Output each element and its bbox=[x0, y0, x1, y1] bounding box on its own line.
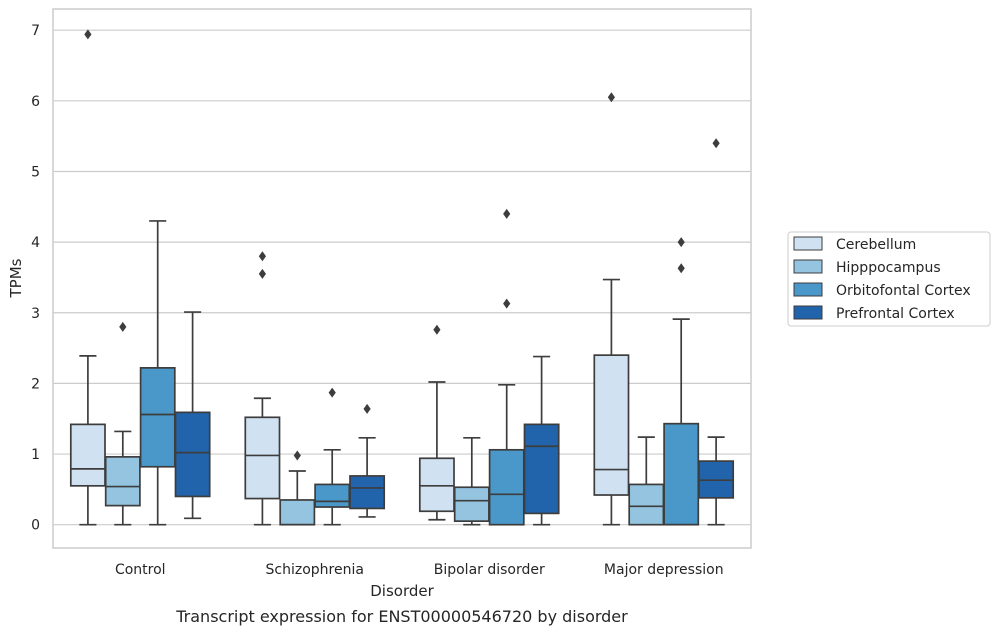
box-group bbox=[698, 138, 735, 526]
outlier-point bbox=[433, 324, 441, 335]
box-group bbox=[279, 450, 316, 526]
y-tick-label: 0 bbox=[31, 518, 40, 534]
legend-swatch bbox=[793, 305, 823, 320]
box-group bbox=[104, 321, 141, 526]
outlier-point bbox=[503, 298, 511, 309]
legend-label: Orbitofontal Cortex bbox=[836, 283, 971, 299]
y-tick-label: 6 bbox=[31, 94, 40, 110]
box-group bbox=[663, 237, 700, 526]
box bbox=[488, 448, 525, 526]
box-group bbox=[418, 324, 455, 521]
box bbox=[628, 483, 665, 526]
box-group bbox=[314, 387, 351, 526]
outlier-point bbox=[84, 29, 92, 40]
box bbox=[104, 456, 141, 507]
outlier-point bbox=[503, 208, 511, 219]
x-tick-labels: Control Schizophrenia Bipolar disorder Majo… bbox=[115, 562, 724, 578]
box bbox=[523, 423, 560, 515]
box-group bbox=[628, 436, 665, 526]
box bbox=[139, 367, 176, 468]
legend: Cerebellum Hipppocampus Orbitofontal Corte… bbox=[787, 231, 991, 327]
box-group bbox=[244, 251, 281, 526]
y-tick-label: 2 bbox=[31, 376, 40, 392]
box-group bbox=[69, 29, 106, 526]
box-group bbox=[139, 220, 176, 526]
legend-label: Prefrontal Cortex bbox=[836, 306, 955, 322]
box bbox=[453, 486, 490, 523]
outlier-point bbox=[258, 268, 266, 279]
box bbox=[418, 457, 455, 513]
outlier-point bbox=[293, 450, 301, 461]
legend-items: Cerebellum Hipppocampus Orbitofontal Corte… bbox=[793, 236, 971, 322]
legend-swatch bbox=[793, 282, 823, 297]
box bbox=[244, 416, 281, 500]
box-group bbox=[523, 355, 560, 526]
outlier-point bbox=[677, 237, 685, 248]
legend-label: Hipppocampus bbox=[836, 260, 941, 276]
box-group bbox=[593, 92, 630, 526]
box bbox=[663, 422, 700, 526]
outlier-point bbox=[607, 92, 615, 103]
y-tick-label: 7 bbox=[31, 23, 40, 39]
y-tick-label: 3 bbox=[31, 306, 40, 322]
legend-frame bbox=[787, 231, 991, 327]
chart-caption: Transcript expression for ENST0000054672… bbox=[175, 607, 628, 626]
box bbox=[314, 483, 351, 508]
y-tick-labels: 0 1 2 3 4 5 6 7 bbox=[31, 23, 40, 533]
legend-label: Cerebellum bbox=[836, 237, 916, 253]
x-tick-label: Schizophrenia bbox=[266, 562, 364, 578]
box bbox=[69, 423, 106, 487]
outlier-point bbox=[328, 387, 336, 398]
x-axis-label: Disorder bbox=[370, 582, 434, 600]
outlier-point bbox=[363, 403, 371, 414]
outlier-point bbox=[258, 251, 266, 262]
box bbox=[174, 411, 211, 498]
outlier-point bbox=[712, 138, 720, 149]
legend-swatch bbox=[793, 236, 823, 251]
x-tick-label: Control bbox=[115, 562, 166, 578]
x-tick-label: Major depression bbox=[604, 562, 724, 578]
y-axis-label: TPMs bbox=[7, 258, 25, 298]
box-group bbox=[174, 311, 211, 520]
y-tick-label: 1 bbox=[31, 447, 40, 463]
legend-swatch bbox=[793, 259, 823, 274]
y-tick-label: 5 bbox=[31, 164, 40, 180]
outlier-point bbox=[677, 263, 685, 274]
box bbox=[593, 354, 630, 496]
box-group bbox=[349, 403, 386, 518]
box-group bbox=[488, 208, 525, 526]
outlier-point bbox=[119, 321, 127, 332]
plot-frame bbox=[52, 8, 752, 549]
x-tick-label: Bipolar disorder bbox=[434, 562, 545, 578]
boxes-layer bbox=[69, 29, 735, 526]
box-group bbox=[453, 436, 490, 526]
box bbox=[279, 499, 316, 526]
box bbox=[349, 475, 386, 510]
y-tick-label: 4 bbox=[31, 235, 40, 251]
